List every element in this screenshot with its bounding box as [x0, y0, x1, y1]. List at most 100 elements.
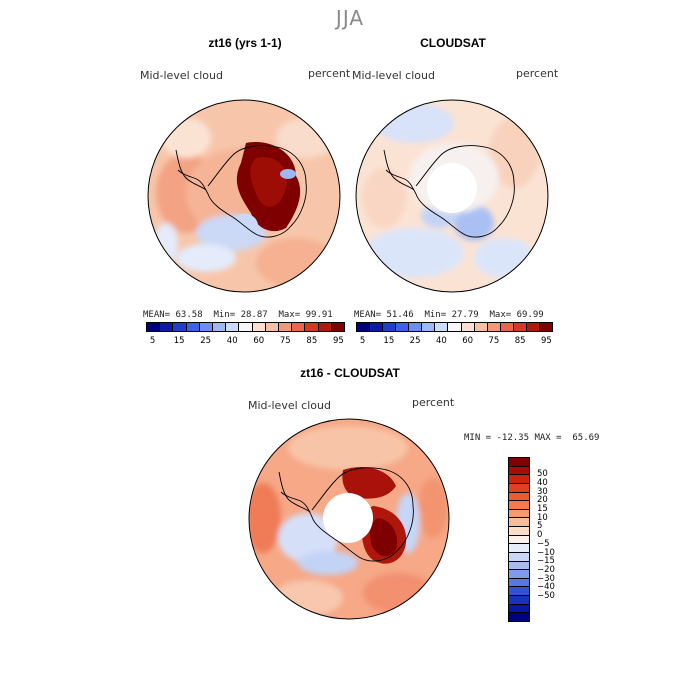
colorbar-difference-tick-label: 15 — [537, 504, 548, 515]
colorbar-swatch-model — [331, 323, 345, 331]
diff-minmax: MIN = -12.35 MAX = 65.69 — [464, 433, 600, 443]
colorbar-swatch-obs — [526, 323, 540, 331]
colorbar-swatch-model — [173, 323, 187, 331]
colorbar-tick-label-model: 15 — [173, 336, 185, 346]
colorbar-swatch-difference — [509, 544, 529, 553]
diff-variable-label: Mid-level cloud — [248, 399, 331, 412]
colorbar-model — [146, 322, 345, 332]
polar-map-difference — [248, 418, 450, 620]
colorbar-tick-label-model: 5 — [149, 336, 156, 346]
colorbar-swatch-model — [186, 323, 200, 331]
colorbar-tick-label-obs: 15 — [383, 336, 395, 346]
max-value-model: 99.91 — [305, 310, 333, 320]
stats-model: MEAN= 63.58 Min= 28.87 Max= 99.91 — [143, 310, 333, 320]
min-label-obs: Min= — [424, 310, 447, 320]
colorbar-swatch-obs — [500, 323, 514, 331]
colorbar-swatch-obs — [422, 323, 436, 331]
colorbar-swatch-obs — [396, 323, 410, 331]
colorbar-swatch-difference — [509, 596, 529, 605]
colorbar-difference-tick-label: 0 — [537, 530, 543, 541]
panel-variable-label-obs: Mid-level cloud — [352, 69, 435, 82]
panel-title-obs: CLOUDSAT — [420, 36, 486, 50]
colorbar-swatch-difference — [509, 561, 529, 571]
colorbar-swatch-obs — [461, 323, 475, 331]
colorbar-swatch-difference — [509, 466, 529, 476]
colorbar-difference — [508, 457, 530, 622]
colorbar-tick-label-model: 85 — [306, 336, 318, 346]
colorbar-swatch-difference — [509, 613, 529, 621]
colorbar-swatch-difference — [509, 527, 529, 536]
colorbar-labels-obs: 5 15 25 40 60 75 85 95 — [356, 336, 553, 348]
colorbar-swatch-model — [318, 323, 332, 331]
colorbar-difference-tick-label: −10 — [537, 547, 555, 558]
colorbar-swatch-obs — [448, 323, 462, 331]
panel-units-label-obs: percent — [516, 67, 559, 80]
colorbar-swatch-obs — [487, 323, 501, 331]
season-title: JJA — [335, 6, 365, 30]
min-label-model: Min= — [213, 310, 236, 320]
min-value-obs: 27.79 — [451, 310, 479, 320]
panel-title-model: zt16 (yrs 1-1) — [208, 36, 282, 50]
colorbar-tick-label-model: 95 — [332, 336, 344, 346]
colorbar-difference-labels: 50 40 30 20 15 10 5 0 −5 −10 −15 −20 −30 −40 −50 — [537, 457, 567, 622]
colorbar-swatch-difference — [509, 501, 529, 510]
colorbar-swatch-difference — [509, 475, 529, 484]
colorbar-tick-label-obs: 40 — [435, 336, 447, 346]
colorbar-difference-tick-label: 50 — [537, 469, 548, 480]
colorbar-swatch-difference — [509, 578, 529, 588]
colorbar-swatch-model — [305, 323, 319, 331]
colorbar-swatch-difference — [509, 518, 529, 527]
colorbar-swatch-model — [147, 323, 161, 331]
colorbar-swatch-model — [226, 323, 240, 331]
min-value-model: 28.87 — [240, 310, 268, 320]
colorbar-swatch-model — [279, 323, 293, 331]
colorbar-tick-label-model: 25 — [200, 336, 212, 346]
colorbar-tick-label-obs: 5 — [359, 336, 366, 346]
max-label-obs: Max= — [489, 310, 512, 320]
colorbar-difference-tick-label: −5 — [537, 538, 550, 549]
colorbar-swatch-obs — [513, 323, 527, 331]
colorbar-tick-label-obs: 25 — [409, 336, 421, 346]
colorbar-swatch-model — [252, 323, 266, 331]
colorbar-swatch-obs — [383, 323, 397, 331]
colorbar-swatch-model — [160, 323, 174, 331]
colorbar-tick-label-model: 40 — [226, 336, 238, 346]
colorbar-swatch-difference — [509, 570, 529, 579]
diff-panel-title: zt16 - CLOUDSAT — [300, 366, 400, 380]
colorbar-swatch-obs — [370, 323, 384, 331]
colorbar-swatch-model — [292, 323, 306, 331]
colorbar-difference-tick-label: −40 — [537, 582, 555, 593]
colorbar-swatch-obs — [474, 323, 488, 331]
colorbar-swatch-difference — [509, 458, 529, 467]
mean-label-obs: MEAN= — [354, 310, 382, 320]
max-label-model: Max= — [278, 310, 301, 320]
colorbar-difference-tick-label: −50 — [537, 590, 555, 601]
colorbar-tick-label-model: 75 — [279, 336, 291, 346]
colorbar-swatch-difference — [509, 483, 529, 493]
panel-variable-label-model: Mid-level cloud — [140, 69, 223, 82]
colorbar-tick-label-obs: 85 — [514, 336, 526, 346]
colorbar-swatch-obs — [435, 323, 449, 331]
colorbar-difference-tick-label: −20 — [537, 564, 555, 575]
colorbar-swatch-obs — [409, 323, 423, 331]
colorbar-difference-tick-label: 40 — [537, 478, 548, 489]
colorbar-swatch-difference — [509, 492, 529, 502]
colorbar-swatch-difference — [509, 535, 529, 545]
colorbar-swatch-model — [265, 323, 280, 331]
max-value-obs: 69.99 — [516, 310, 544, 320]
colorbar-swatch-difference — [509, 587, 529, 596]
colorbar-swatch-difference — [509, 509, 529, 519]
colorbar-tick-label-model: 60 — [253, 336, 265, 346]
polar-map-model — [147, 99, 341, 293]
colorbar-difference-tick-label: −15 — [537, 556, 555, 567]
colorbar-tick-label-obs: 75 — [488, 336, 500, 346]
colorbar-swatch-difference — [509, 604, 529, 614]
panel-units-label-model: percent — [308, 67, 351, 80]
colorbar-tick-label-obs: 60 — [462, 336, 474, 346]
colorbar-difference-tick-label: 5 — [537, 521, 543, 532]
colorbar-swatch-obs — [357, 323, 371, 331]
mean-value-model: 63.58 — [175, 310, 203, 320]
colorbar-swatch-model — [199, 323, 214, 331]
colorbar-swatch-difference — [509, 552, 529, 562]
colorbar-labels-model: 5 15 25 40 60 75 85 95 — [146, 336, 345, 348]
